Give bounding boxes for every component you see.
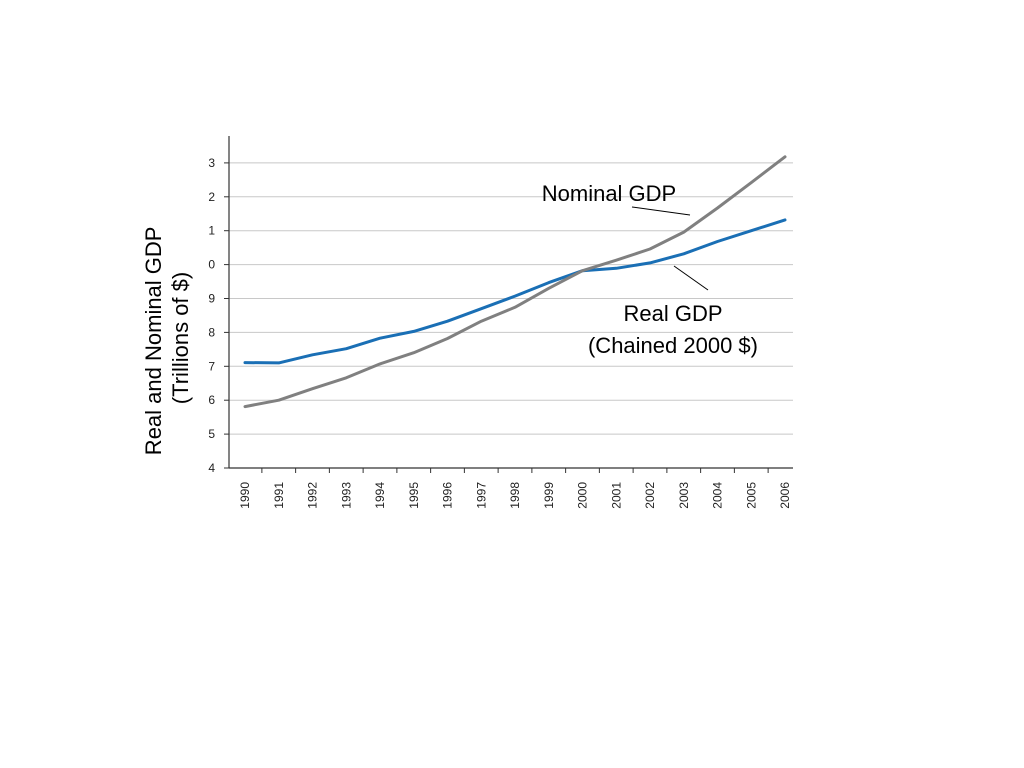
y-tick-label: 0: [208, 258, 215, 272]
annotation-real-line: (Chained 2000 $): [588, 333, 758, 358]
x-tick-label: 2000: [576, 482, 590, 509]
y-tick-label: 3: [208, 156, 215, 170]
y-tick-label: 1: [208, 224, 215, 238]
y-tick-label: 2: [208, 190, 215, 204]
x-tick-label: 1999: [542, 482, 556, 509]
annotations: Nominal GDP Real GDP (Chained 2000 $): [542, 181, 758, 358]
y-tick-label: 9: [208, 292, 215, 306]
y-axis-label-line-2: (Trillions of $): [168, 272, 193, 404]
y-axis-label: Real and Nominal GDP (Trillions of $): [141, 221, 193, 455]
annotation-nominal: Nominal GDP: [542, 181, 676, 206]
x-tick-label: 1995: [407, 482, 421, 509]
annotation-nominal-line: Nominal GDP: [542, 181, 676, 206]
x-tick-label: 1994: [373, 482, 387, 509]
x-tick-label: 1992: [306, 482, 320, 509]
y-tick-label: 5: [208, 427, 215, 441]
annotation-leader-real: [673, 265, 709, 291]
axes: [224, 136, 793, 473]
y-tick-label: 8: [208, 325, 215, 339]
x-tick-label: 1991: [272, 482, 286, 509]
x-tick-label: 2001: [609, 482, 623, 509]
x-tick-label: 2006: [778, 482, 792, 509]
annotation-leader-nominal: [631, 206, 691, 216]
annotation-real-line: Real GDP: [623, 301, 722, 326]
x-tick-label: 1997: [474, 482, 488, 509]
y-axis-label-line-1: Real and Nominal GDP: [141, 227, 166, 455]
x-tick-label: 1998: [508, 482, 522, 509]
y-tick-label: 7: [208, 359, 215, 373]
x-tick-label: 1993: [339, 482, 353, 509]
x-tick-label: 2003: [677, 482, 691, 509]
series-line-real: [243, 218, 787, 365]
x-tick-label: 2004: [711, 482, 725, 509]
x-tick-label: 2005: [744, 482, 758, 509]
x-tick-label: 2002: [643, 482, 657, 509]
y-tick-label: 6: [208, 393, 215, 407]
x-tick-label: 1990: [238, 482, 252, 509]
x-tick-label: 1996: [441, 482, 455, 509]
y-tick-label: 4: [208, 461, 215, 475]
series-line-nominal: [243, 155, 787, 409]
series-lines: [243, 155, 787, 409]
tick-labels: 4 5 6 7 8 9 0 1 2 3 1990 1991 1992 1993 1994 1995 1996 19…: [208, 156, 792, 509]
annotation-real: Real GDP (Chained 2000 $): [588, 301, 758, 358]
